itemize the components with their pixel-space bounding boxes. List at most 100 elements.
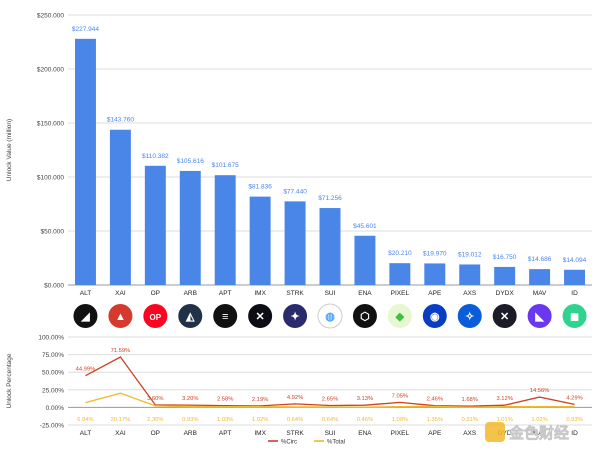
series-data-label: 44.99% bbox=[76, 367, 96, 373]
series-line-total bbox=[85, 392, 575, 408]
mav-icon-badge bbox=[527, 304, 552, 328]
series-data-label: 71.59% bbox=[111, 348, 131, 354]
apt-icon-badge bbox=[213, 304, 238, 328]
bar-value-label: $14.094 bbox=[563, 257, 587, 264]
series-data-label: 1.02% bbox=[531, 417, 547, 423]
bar-value-label: $77.440 bbox=[283, 188, 307, 195]
series-data-label: 2.30% bbox=[147, 417, 163, 423]
id-icon: ◼ bbox=[562, 304, 587, 328]
bar-y-tick-label: $0.000 bbox=[44, 283, 64, 290]
series-data-label: 14.56% bbox=[530, 388, 550, 394]
alt-icon: ◢ bbox=[73, 304, 98, 328]
bar-apt bbox=[214, 175, 236, 285]
bar-strk bbox=[284, 201, 306, 285]
id-icon-badge bbox=[562, 304, 587, 328]
axs-icon: ✧ bbox=[457, 304, 482, 328]
watermark-logo bbox=[485, 422, 505, 442]
arb-icon: ◭ bbox=[178, 304, 203, 328]
series-data-label: 2.65% bbox=[322, 397, 338, 403]
series-data-label: 0.93% bbox=[566, 417, 582, 423]
line-y-axis-title: Unlock Percentage bbox=[6, 353, 13, 408]
series-data-label: 1.03% bbox=[217, 417, 233, 423]
bar-x-tick-label: ENA bbox=[358, 290, 372, 297]
series-data-label: 3.60% bbox=[147, 396, 163, 402]
alt-icon-badge bbox=[73, 304, 98, 328]
dydx-icon-badge bbox=[492, 304, 517, 328]
line-y-tick-label: 50.00% bbox=[42, 370, 64, 377]
series-data-label: 1.68% bbox=[462, 397, 478, 403]
series-data-label: 1.01% bbox=[496, 417, 512, 423]
bar-value-label: $227.944 bbox=[72, 26, 99, 33]
line-x-tick-label: MAV bbox=[533, 430, 547, 437]
mav-icon: ◣ bbox=[527, 304, 552, 328]
series-data-label: 4.92% bbox=[287, 395, 303, 401]
bar-imx bbox=[249, 196, 271, 285]
token-icon-row: ◢ ▲ OP ◭ ≡ ✕ ✦ ◍ ⬡ ◆ ◉ ✧ ✕ ◣ ◼ bbox=[73, 303, 587, 329]
series-data-label: 2.19% bbox=[252, 397, 268, 403]
bar-value-label: $105.616 bbox=[177, 158, 204, 165]
bar-x-tick-label: STRK bbox=[286, 290, 304, 297]
bar-value-label: $143.760 bbox=[107, 117, 134, 124]
watermark: 金色财经 bbox=[485, 422, 569, 442]
ape-icon: ◉ bbox=[422, 304, 447, 328]
sui-icon: ◍ bbox=[317, 303, 343, 329]
series-data-label: 0.64% bbox=[287, 417, 303, 423]
bar-x-tick-label: ID bbox=[571, 290, 578, 297]
bar-value-label: $20.210 bbox=[388, 250, 412, 257]
dydx-icon: ✕ bbox=[492, 304, 517, 328]
line-x-tick-label: XAI bbox=[115, 430, 126, 437]
series-data-label: 3.20% bbox=[182, 396, 198, 402]
bar-x-tick-label: XAI bbox=[115, 290, 126, 297]
line-y-tick-label: 25.00% bbox=[42, 387, 64, 394]
bar-value-label: $19.012 bbox=[458, 251, 482, 258]
series-data-label: 0.46% bbox=[357, 417, 373, 423]
imx-icon-glyph: ✕ bbox=[256, 311, 265, 323]
sui-icon-glyph: ◍ bbox=[325, 311, 335, 323]
bar-x-tick-label: AXS bbox=[463, 290, 477, 297]
bar-alt bbox=[74, 38, 96, 285]
bar-x-tick-label: PIXEL bbox=[391, 290, 410, 297]
axs-icon-glyph: ✧ bbox=[465, 311, 474, 323]
series-data-label: 2.58% bbox=[217, 397, 233, 403]
line-y-tick-label: -25.00% bbox=[40, 423, 64, 430]
line-x-tick-label: OP bbox=[151, 430, 160, 437]
bar-x-tick-label: SUI bbox=[325, 290, 336, 297]
legend-label: %Total bbox=[327, 440, 345, 446]
bar-value-label: $16.750 bbox=[493, 254, 517, 261]
ape-icon-badge bbox=[422, 304, 447, 328]
line-y-tick-label: 100.00% bbox=[38, 335, 64, 342]
bar-x-tick-label: DYDX bbox=[496, 290, 515, 297]
series-data-label: 0.93% bbox=[182, 417, 198, 423]
bar-x-tick-label: ARB bbox=[184, 290, 197, 297]
bar-x-tick-label: APE bbox=[428, 290, 442, 297]
line-x-tick-label: IMX bbox=[254, 430, 266, 437]
series-data-label: 6.84% bbox=[77, 417, 93, 423]
bar-sui bbox=[319, 208, 341, 285]
alt-icon-glyph: ◢ bbox=[80, 311, 90, 323]
series-data-label: 0.64% bbox=[322, 417, 338, 423]
ena-icon-glyph: ⬡ bbox=[360, 311, 370, 323]
sui-icon-badge bbox=[317, 303, 343, 329]
apt-icon: ≡ bbox=[213, 304, 238, 328]
strk-icon-badge bbox=[283, 304, 308, 328]
line-x-tick-label: ALT bbox=[80, 430, 91, 437]
ape-icon-glyph: ◉ bbox=[430, 311, 440, 323]
line-x-tick-label: ARB bbox=[184, 430, 197, 437]
line-x-tick-label: APT bbox=[219, 430, 232, 437]
ena-icon-badge bbox=[352, 304, 377, 328]
arb-icon-badge bbox=[178, 304, 203, 328]
bar-axs bbox=[459, 264, 481, 285]
bar-value-label: $71.256 bbox=[318, 195, 342, 202]
series-line-circ bbox=[85, 356, 575, 407]
series-data-label: 3.13% bbox=[357, 396, 373, 402]
legend-label: %Circ bbox=[281, 440, 297, 446]
pixel-icon: ◆ bbox=[387, 304, 412, 328]
bar-y-tick-label: $50.000 bbox=[41, 229, 65, 236]
series-data-label: 0.31% bbox=[462, 417, 478, 423]
line-x-tick-label: ID bbox=[571, 430, 578, 437]
bar-y-axis-title: Unlock Value (million) bbox=[6, 119, 13, 181]
line-x-tick-label: APE bbox=[428, 430, 442, 437]
line-x-tick-label: SUI bbox=[325, 430, 336, 437]
bar-x-tick-label: IMX bbox=[254, 290, 266, 297]
